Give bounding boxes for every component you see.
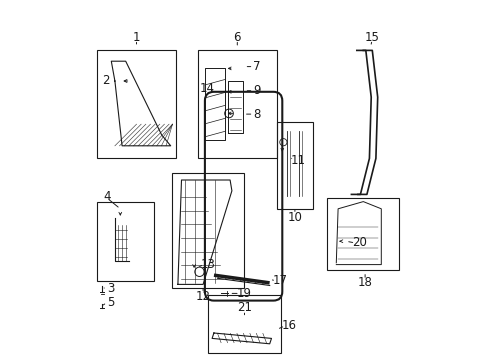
Bar — [97, 50, 176, 158]
Text: 9: 9 — [253, 84, 260, 97]
Text: 16: 16 — [282, 319, 296, 332]
Text: 18: 18 — [357, 276, 372, 289]
Text: 19: 19 — [237, 287, 251, 300]
Bar — [197, 50, 276, 158]
Bar — [276, 122, 312, 209]
Polygon shape — [111, 61, 170, 146]
Bar — [172, 173, 244, 288]
Text: 21: 21 — [237, 301, 251, 314]
Text: 11: 11 — [290, 154, 305, 167]
Text: 13: 13 — [201, 258, 216, 271]
Bar — [208, 295, 280, 353]
Text: 2: 2 — [102, 75, 109, 87]
Bar — [326, 198, 399, 270]
Polygon shape — [212, 333, 271, 344]
Bar — [97, 202, 154, 281]
Polygon shape — [178, 180, 231, 284]
Text: 6: 6 — [233, 31, 241, 44]
Text: 5: 5 — [107, 296, 115, 309]
Text: 3: 3 — [107, 282, 115, 295]
Text: 10: 10 — [287, 211, 302, 224]
Text: 15: 15 — [364, 31, 379, 44]
Text: 1: 1 — [132, 31, 140, 44]
Text: 12: 12 — [195, 291, 210, 303]
Polygon shape — [336, 202, 381, 265]
Text: 8: 8 — [253, 108, 260, 121]
Text: 14: 14 — [199, 82, 214, 95]
Text: 4: 4 — [103, 190, 110, 203]
Text: 17: 17 — [272, 274, 287, 287]
Text: 7: 7 — [253, 60, 260, 73]
Text: 20: 20 — [351, 237, 366, 249]
